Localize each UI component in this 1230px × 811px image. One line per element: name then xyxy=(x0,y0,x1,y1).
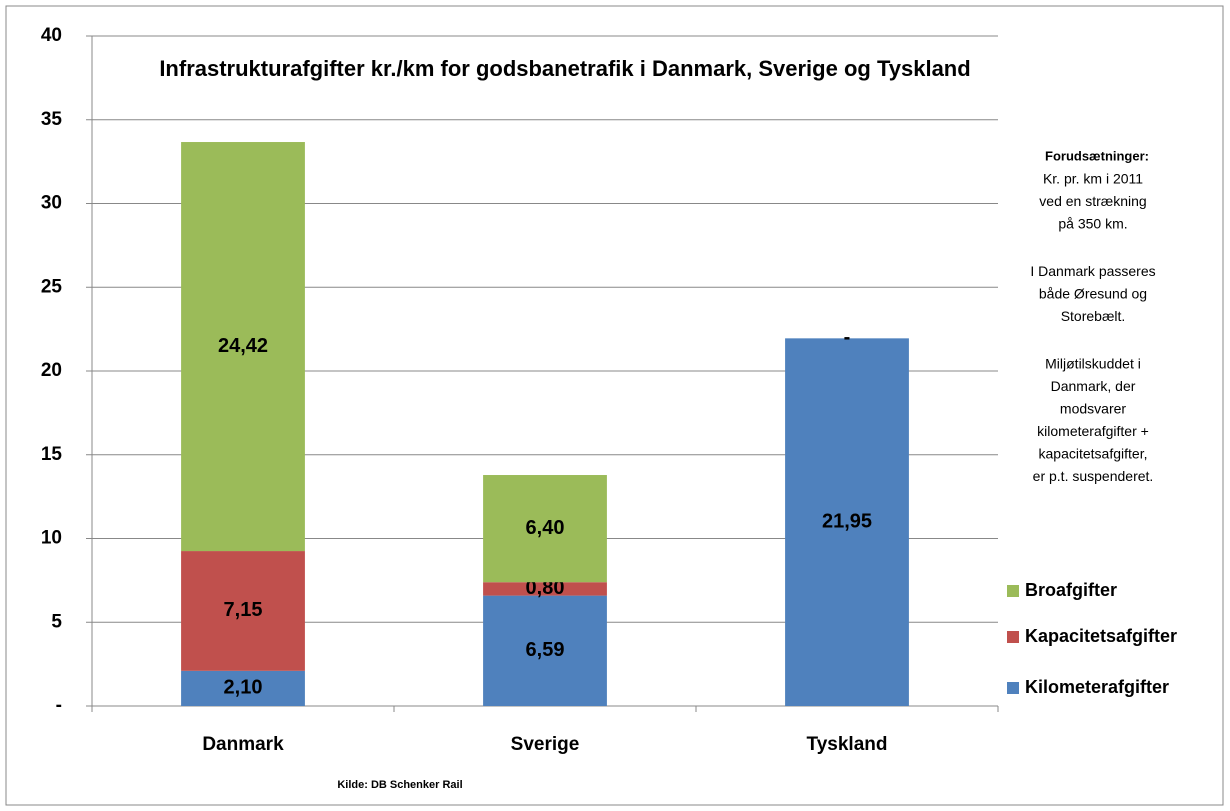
note-line: kapacitetsafgifter, xyxy=(1039,446,1148,462)
y-tick-label: 10 xyxy=(41,528,62,549)
value-label: 7,15 xyxy=(224,599,263,621)
bar-segment xyxy=(483,475,607,583)
y-tick-label: 35 xyxy=(41,109,63,130)
value-label: 6,40 xyxy=(526,517,565,539)
note-line: på 350 km. xyxy=(1058,216,1127,232)
legend-swatch xyxy=(1007,682,1019,694)
note-line: Kr. pr. km i 2011 xyxy=(1043,171,1143,187)
legend-label: Kapacitetsafgifter xyxy=(1025,626,1177,646)
note-line: ved en strækning xyxy=(1039,193,1146,209)
bar-segment xyxy=(785,338,909,706)
note-line: I Danmark passeres xyxy=(1030,263,1155,279)
note-line: Miljøtilskuddet i xyxy=(1045,356,1141,372)
value-label: - xyxy=(844,327,851,349)
note-line: Danmark, der xyxy=(1051,378,1136,394)
y-tick-label: 15 xyxy=(41,444,63,465)
y-tick-label: 5 xyxy=(51,611,62,632)
x-tick-label: Sverige xyxy=(511,734,580,755)
chart-title: Infrastrukturafgifter kr./km for godsban… xyxy=(159,56,970,81)
notes-heading: Forudsætninger: xyxy=(1045,148,1149,163)
legend-label: Kilometerafgifter xyxy=(1025,677,1169,697)
value-label: 6,59 xyxy=(526,639,565,661)
y-tick-label: 40 xyxy=(41,25,62,46)
value-label: 24,42 xyxy=(218,335,268,357)
x-tick-label: Tyskland xyxy=(807,734,888,755)
value-label: 0,80 xyxy=(526,577,565,599)
bar-segment xyxy=(181,670,305,706)
x-tick-label: Danmark xyxy=(202,734,284,755)
bar-segment xyxy=(483,595,607,706)
bar-segment xyxy=(181,551,305,671)
y-tick-label: 25 xyxy=(41,276,63,297)
bar-segment xyxy=(483,582,607,596)
note-line: både Øresund og xyxy=(1039,286,1147,302)
note-line: kilometerafgifter + xyxy=(1037,423,1149,439)
note-line: modsvarer xyxy=(1060,401,1126,417)
y-tick-label: - xyxy=(56,695,62,716)
legend-swatch xyxy=(1007,631,1019,643)
y-tick-label: 20 xyxy=(41,360,62,381)
legend-swatch xyxy=(1007,585,1019,597)
note-line: er p.t. suspenderet. xyxy=(1033,468,1154,484)
legend-label: Broafgifter xyxy=(1025,580,1117,600)
value-label: 2,10 xyxy=(224,677,263,699)
value-label: 21,95 xyxy=(822,510,872,532)
source: Kilde: DB Schenker Rail xyxy=(337,779,462,791)
bar-segment xyxy=(181,142,305,552)
note-line: Storebælt. xyxy=(1061,308,1126,324)
y-tick-label: 30 xyxy=(41,193,62,214)
